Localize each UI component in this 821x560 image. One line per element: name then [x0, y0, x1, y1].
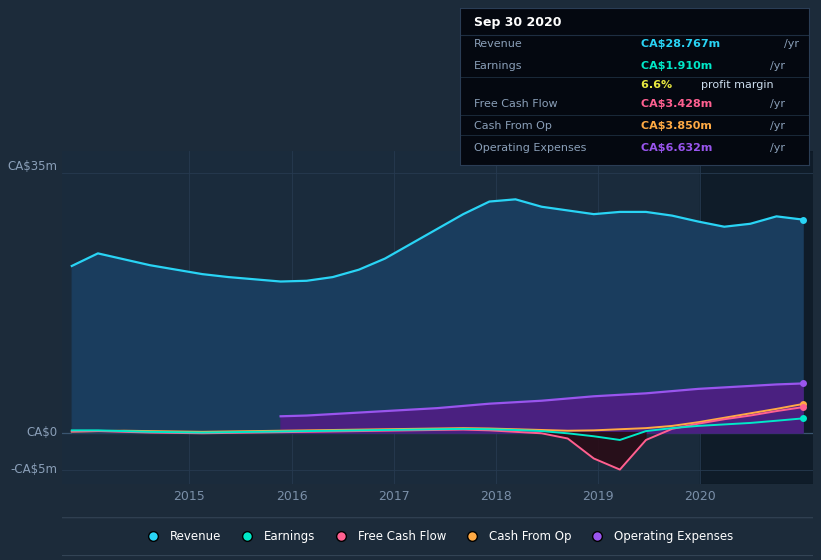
- Legend: Revenue, Earnings, Free Cash Flow, Cash From Op, Operating Expenses: Revenue, Earnings, Free Cash Flow, Cash …: [138, 526, 736, 546]
- Text: /yr: /yr: [770, 143, 786, 153]
- Text: /yr: /yr: [770, 121, 786, 131]
- Text: CA$1.910m: CA$1.910m: [641, 62, 717, 72]
- Text: CA$35m: CA$35m: [8, 160, 57, 174]
- Text: /yr: /yr: [770, 99, 786, 109]
- Bar: [700, 151, 821, 484]
- Text: CA$28.767m: CA$28.767m: [641, 39, 724, 49]
- Text: CA$3.850m: CA$3.850m: [641, 121, 716, 131]
- Text: CA$6.632m: CA$6.632m: [641, 143, 717, 153]
- Text: Earnings: Earnings: [474, 62, 522, 72]
- Text: /yr: /yr: [770, 62, 786, 72]
- Text: Free Cash Flow: Free Cash Flow: [474, 99, 557, 109]
- Text: -CA$5m: -CA$5m: [11, 463, 57, 476]
- Text: Sep 30 2020: Sep 30 2020: [474, 16, 562, 29]
- Text: Operating Expenses: Operating Expenses: [474, 143, 586, 153]
- Text: Cash From Op: Cash From Op: [474, 121, 552, 131]
- Text: CA$0: CA$0: [27, 426, 57, 439]
- Text: 6.6%: 6.6%: [641, 80, 677, 90]
- Text: profit margin: profit margin: [700, 80, 773, 90]
- Text: CA$3.428m: CA$3.428m: [641, 99, 717, 109]
- FancyBboxPatch shape: [54, 517, 820, 556]
- Text: /yr: /yr: [784, 39, 800, 49]
- Text: Revenue: Revenue: [474, 39, 522, 49]
